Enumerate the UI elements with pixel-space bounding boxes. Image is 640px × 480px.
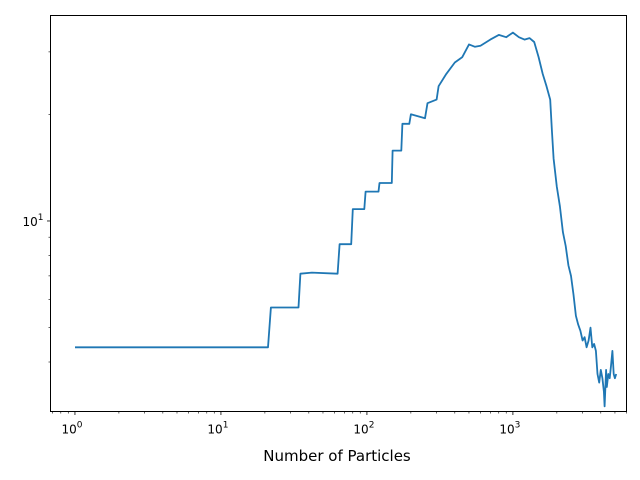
x-tick-label: 101 bbox=[207, 421, 228, 437]
series-line bbox=[75, 31, 618, 408]
x-axis: 100 101 102 103 bbox=[52, 411, 627, 437]
x-tick-label: 103 bbox=[499, 421, 520, 437]
y-tick-label: 101 bbox=[22, 213, 43, 229]
x-tick-label: 102 bbox=[353, 421, 374, 437]
plot-area bbox=[75, 31, 618, 408]
x-tick-label: 100 bbox=[61, 421, 82, 437]
y-axis: 101 bbox=[22, 51, 51, 363]
x-axis-label: Number of Particles bbox=[263, 447, 411, 465]
plot-frame bbox=[50, 15, 627, 412]
